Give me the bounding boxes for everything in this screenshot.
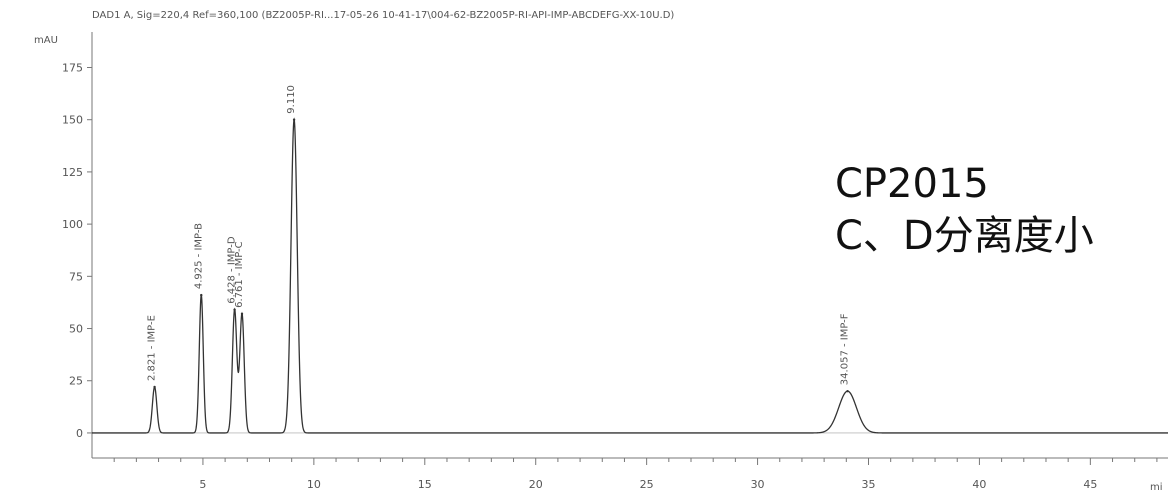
x-axis: 5 10 15 20 25 30 35 40 45 <box>113 458 1158 491</box>
annotation-standard: CP2015 <box>835 161 989 207</box>
x-tick-label: 5 <box>199 478 206 491</box>
y-tick-label: 25 <box>69 375 83 388</box>
x-tick-label: 25 <box>640 478 654 491</box>
y-tick-label: 150 <box>62 114 83 127</box>
peak-apex <box>233 308 236 311</box>
annotation-box: CP2015 C、D分离度小 <box>835 158 1094 262</box>
chromatogram-trace <box>92 117 1168 434</box>
y-axis: 0 25 50 75 100 125 150 175 <box>62 62 92 440</box>
peak-apex <box>292 118 296 121</box>
y-tick-label: 100 <box>62 218 83 231</box>
x-tick-label: 15 <box>418 478 432 491</box>
x-tick-label: 35 <box>861 478 875 491</box>
peak-label: 4.925 - IMP-B <box>193 223 204 289</box>
series-layer <box>92 117 1168 434</box>
x-tick-label: 30 <box>751 478 765 491</box>
peak-label: 2.821 - IMP-E <box>147 315 158 381</box>
y-tick-label: 75 <box>69 270 83 283</box>
x-tick-label: 45 <box>1083 478 1097 491</box>
y-tick-label: 0 <box>76 427 83 440</box>
peak-apex <box>200 293 203 297</box>
peak-label: 6.761 - IMP-C <box>234 241 245 308</box>
x-axis-unit-label: mi <box>1150 482 1163 493</box>
y-tick-label: 175 <box>62 62 83 75</box>
x-tick-label: 10 <box>307 478 321 491</box>
peak-label: 34.057 - IMP-F <box>840 313 851 385</box>
peak-apex <box>846 389 849 393</box>
x-tick-label: 40 <box>972 478 986 491</box>
y-tick-label: 50 <box>69 323 83 336</box>
annotation-resolution-note: C、D分离度小 <box>835 213 1094 259</box>
y-axis-unit-label: mAU <box>34 35 58 46</box>
y-tick-label: 125 <box>62 166 83 179</box>
peak-label: 9.110 <box>286 85 297 114</box>
plot-frame <box>91 32 1168 459</box>
x-tick-label: 20 <box>529 478 543 491</box>
peak-apex <box>240 312 244 316</box>
peak-label: 6.428 - IMP-D <box>227 236 238 304</box>
peak-apex <box>153 385 156 389</box>
peak-label-layer: 2.821 - IMP-E 4.925 - IMP-B 6.428 - IMP-D6… <box>147 85 851 385</box>
chart-title: DAD1 A, Sig=220,4 Ref=360,100 (BZ2005P-R… <box>92 10 674 21</box>
